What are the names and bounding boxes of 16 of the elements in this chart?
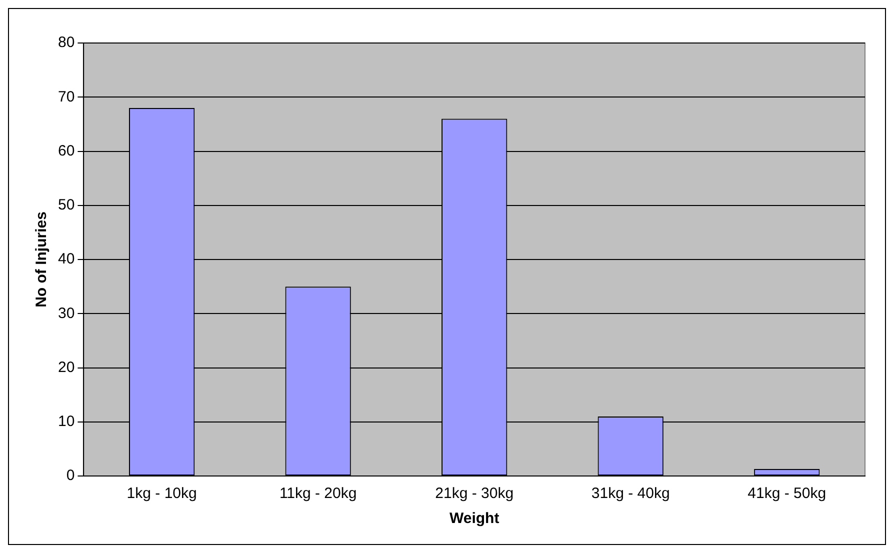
y-tick-label: 80 [58,34,75,52]
y-axis-title: No of Injuries [33,212,50,308]
y-tick-label: 40 [58,250,75,268]
y-tick-label: 50 [58,196,75,214]
y-tick-label: 60 [58,142,75,160]
y-tick-label: 0 [66,467,75,484]
y-tick-label: 30 [58,304,75,322]
y-tick-label: 10 [58,413,75,430]
x-tick-label: 1kg - 10kg [126,485,197,502]
x-axis-title: Weight [449,510,500,528]
x-tick-label: 21kg - 30kg [435,485,514,502]
x-tick-label: 41kg - 50kg [748,485,826,502]
x-tick-label: 31kg - 40kg [591,485,670,502]
y-tick-label: 70 [58,88,75,106]
x-tick-label: 11kg - 20kg [279,485,357,502]
y-tick-label: 20 [58,358,75,376]
